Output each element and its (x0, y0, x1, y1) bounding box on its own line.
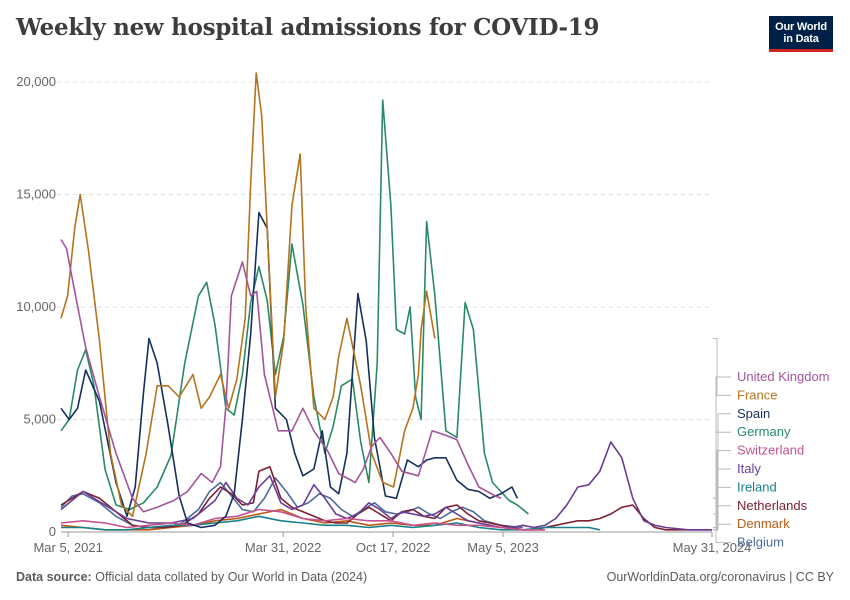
legend-label-italy[interactable]: Italy (737, 461, 761, 476)
legend-label-netherlands[interactable]: Netherlands (737, 498, 808, 513)
series-line-france[interactable] (60, 72, 436, 518)
series-line-spain[interactable] (60, 211, 519, 529)
y-tick-label: 5,000 (23, 412, 56, 427)
y-tick-label: 10,000 (16, 299, 56, 314)
x-axis: Mar 5, 2021 Mar 31, 2022 Oct 17, 2022 May 5… (33, 531, 752, 555)
logo-line-1: Our World (775, 21, 827, 33)
logo-line-2: in Data (783, 33, 819, 45)
series-line-switzerland[interactable] (60, 508, 545, 531)
legend-label-germany[interactable]: Germany (737, 424, 791, 439)
x-tick-label: Mar 31, 2022 (245, 540, 322, 555)
legend-label-spain[interactable]: Spain (737, 406, 770, 421)
x-tick-label: May 5, 2023 (467, 540, 539, 555)
series-line-germany[interactable] (60, 99, 529, 515)
legend: United Kingdom France Spain Germany Switzerl… (713, 338, 830, 550)
x-tick-label: May 31, 2024 (673, 540, 752, 555)
legend-label-switzerland[interactable]: Switzerland (737, 443, 804, 458)
x-tick-label: Oct 17, 2022 (356, 540, 430, 555)
series-line-italy[interactable] (60, 441, 712, 531)
legend-label-denmark[interactable]: Denmark (737, 516, 790, 531)
data-source-text: Official data collated by Our World in D… (95, 570, 368, 584)
legend-label-united-kingdom[interactable]: United Kingdom (737, 369, 830, 384)
chart-title: Weekly new hospital admissions for COVID… (16, 14, 600, 41)
legend-connector (713, 527, 731, 544)
grid-lines (57, 81, 712, 420)
y-axis-ticks: 0 5,000 10,000 15,000 20,000 (16, 74, 56, 539)
legend-connector (713, 338, 731, 396)
data-source: Data source: Official data collated by O… (16, 570, 367, 584)
legend-connector (713, 486, 731, 531)
legend-label-france[interactable]: France (737, 387, 777, 402)
data-source-label: Data source: (16, 570, 92, 584)
source-link[interactable]: OurWorldinData.org/coronavirus | CC BY (606, 570, 834, 584)
legend-label-belgium[interactable]: Belgium (737, 535, 784, 550)
series-line-united-kingdom[interactable] (60, 239, 502, 513)
legend-label-ireland[interactable]: Ireland (737, 479, 777, 494)
owid-logo[interactable]: Our World in Data (769, 16, 833, 52)
y-tick-label: 20,000 (16, 74, 56, 89)
series-lines (60, 72, 712, 531)
legend-connector (713, 431, 731, 515)
x-tick-label: Mar 5, 2021 (33, 540, 102, 555)
y-tick-label: 0 (49, 524, 56, 539)
y-tick-label: 15,000 (16, 187, 56, 202)
